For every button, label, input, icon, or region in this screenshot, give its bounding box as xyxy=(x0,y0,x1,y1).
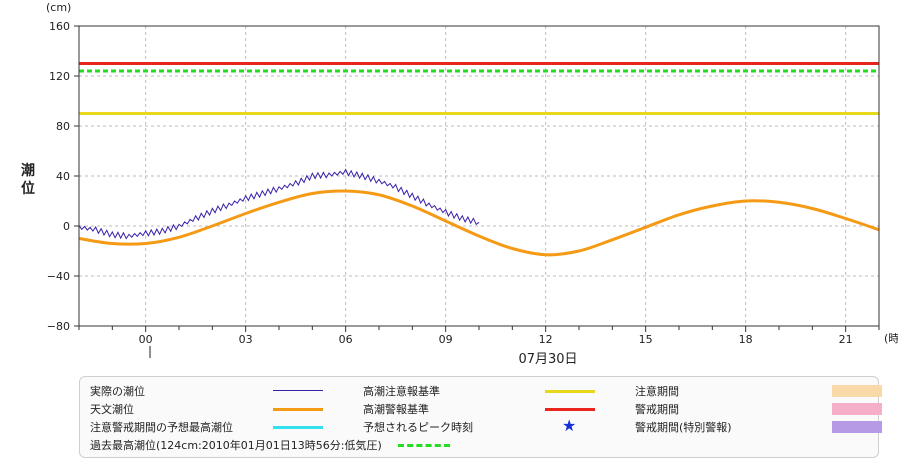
x-tick-label: 09 xyxy=(439,333,453,346)
legend-line-swatch xyxy=(273,408,323,411)
legend-label: 高潮警報基準 xyxy=(363,403,429,416)
legend-label: 警戒期間(特別警報) xyxy=(635,421,732,434)
x-tick-label: 03 xyxy=(239,333,253,346)
legend-block-swatch xyxy=(832,385,882,397)
legend-label: 警戒期間 xyxy=(635,403,679,416)
y-axis-title: 潮位 xyxy=(21,163,35,197)
x-tick-label: 06 xyxy=(339,333,353,346)
y-tick-label: 80 xyxy=(56,120,70,133)
x-tick-label: 15 xyxy=(639,333,653,346)
legend-line-swatch xyxy=(545,408,595,411)
y-tick-label: 120 xyxy=(49,70,70,83)
legend-label: 高潮注意報基準 xyxy=(363,385,440,398)
series-lines xyxy=(78,168,880,257)
y-tick-label: −80 xyxy=(47,320,70,333)
x-unit-label: (時) xyxy=(884,332,898,345)
legend-label: 実際の潮位 xyxy=(90,385,145,398)
x-tick-label: 18 xyxy=(739,333,753,346)
date-label: 07月30日 xyxy=(518,352,577,367)
y-unit-label: (cm) xyxy=(46,1,71,14)
series-line-observed xyxy=(78,168,480,240)
reference-lines xyxy=(79,62,879,115)
legend-label: 過去最高潮位(124cm:2010年01月01日13時56分:低気圧) xyxy=(90,439,382,452)
legend-label: 注意期間 xyxy=(635,385,679,398)
legend-line-swatch xyxy=(273,426,323,429)
y-tick-label: 160 xyxy=(49,20,70,33)
x-tick-label: 00 xyxy=(139,333,153,346)
x-tick-label: 12 xyxy=(539,333,553,346)
legend-block-swatch xyxy=(832,421,882,433)
y-tick-label: 0 xyxy=(63,220,70,233)
legend-dashed-swatch xyxy=(398,444,450,447)
series-line-astronomical xyxy=(78,189,880,257)
y-axis: 160 120 80 40 0 −40 −80 xyxy=(47,20,79,333)
y-tick-label: −40 xyxy=(47,270,70,283)
x-tick-label: 21 xyxy=(839,333,853,346)
y-tick-label: 40 xyxy=(56,170,70,183)
legend-line-swatch xyxy=(273,390,323,391)
legend-label: 注意警戒期間の予想最高潮位 xyxy=(90,421,233,434)
legend: 実際の潮位 高潮注意報基準 注意期間天文潮位 高潮警報基準 警戒期間注意警戒期間の予想最… xyxy=(79,376,882,458)
legend-block-swatch xyxy=(832,403,882,415)
star-icon: ★ xyxy=(562,416,577,435)
legend-label: 天文潮位 xyxy=(90,403,134,416)
legend-label: 予想されるピーク時刻 xyxy=(363,421,473,434)
legend-line-swatch xyxy=(545,390,595,393)
x-axis: 00 03 06 09 12 15 18 21 xyxy=(78,326,880,346)
